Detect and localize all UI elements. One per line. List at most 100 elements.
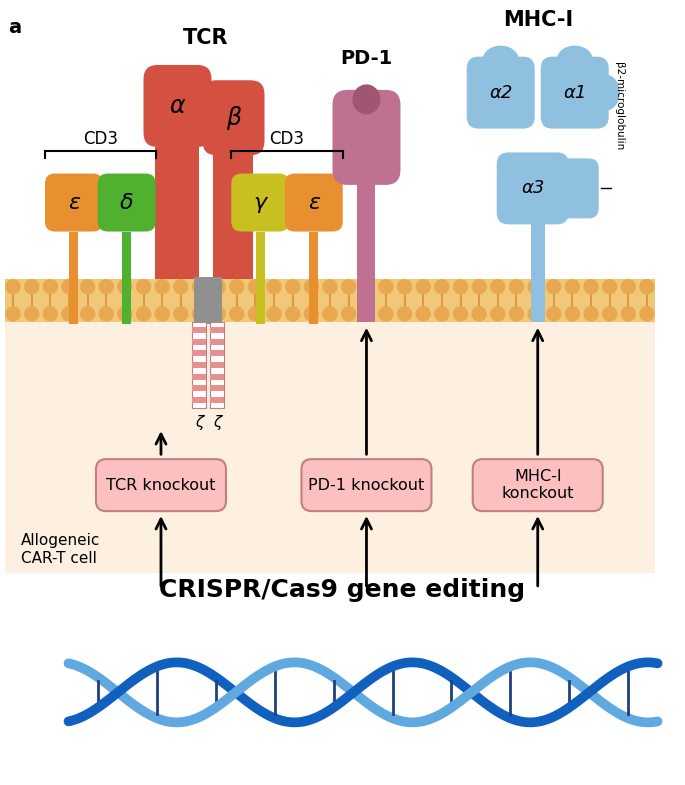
Circle shape <box>6 279 20 294</box>
Ellipse shape <box>483 46 519 74</box>
Circle shape <box>249 307 262 321</box>
Circle shape <box>360 279 374 294</box>
Bar <box>256 232 265 324</box>
Bar <box>5 279 655 322</box>
Circle shape <box>603 307 616 321</box>
Circle shape <box>99 307 113 321</box>
Text: ε: ε <box>68 192 80 213</box>
Circle shape <box>397 279 412 294</box>
Circle shape <box>25 307 38 321</box>
Bar <box>214 152 253 279</box>
Bar <box>358 184 375 279</box>
Circle shape <box>416 279 430 294</box>
Bar <box>531 225 545 322</box>
Circle shape <box>323 279 337 294</box>
Text: MHC-I
konckout: MHC-I konckout <box>501 469 574 502</box>
Bar <box>358 279 375 322</box>
FancyBboxPatch shape <box>551 159 599 218</box>
Bar <box>210 385 225 392</box>
FancyBboxPatch shape <box>143 65 212 147</box>
Circle shape <box>99 279 113 294</box>
Circle shape <box>565 279 580 294</box>
Ellipse shape <box>592 75 620 111</box>
Circle shape <box>565 307 580 321</box>
Bar <box>195 276 223 324</box>
Circle shape <box>211 279 225 294</box>
Bar <box>5 322 655 573</box>
Circle shape <box>155 279 169 294</box>
Circle shape <box>453 279 468 294</box>
Text: β2-microglobulin: β2-microglobulin <box>614 62 624 150</box>
Text: CD3: CD3 <box>269 130 305 148</box>
Text: PD-1: PD-1 <box>340 49 393 68</box>
Circle shape <box>211 307 225 321</box>
Circle shape <box>62 307 76 321</box>
Bar <box>69 232 79 324</box>
Circle shape <box>360 307 374 321</box>
Circle shape <box>229 279 244 294</box>
Circle shape <box>342 307 356 321</box>
Text: γ: γ <box>253 192 267 213</box>
FancyBboxPatch shape <box>98 173 155 232</box>
Bar <box>192 374 206 380</box>
Text: ζ: ζ <box>213 414 222 429</box>
Circle shape <box>136 307 151 321</box>
Circle shape <box>192 307 206 321</box>
Circle shape <box>267 307 281 321</box>
Circle shape <box>435 307 449 321</box>
Circle shape <box>472 279 486 294</box>
Circle shape <box>547 307 561 321</box>
Circle shape <box>6 307 20 321</box>
Circle shape <box>342 279 356 294</box>
Circle shape <box>453 307 468 321</box>
FancyBboxPatch shape <box>473 459 603 511</box>
Circle shape <box>286 307 300 321</box>
Circle shape <box>379 279 393 294</box>
Bar <box>192 385 206 392</box>
Ellipse shape <box>353 84 380 115</box>
Text: α2: α2 <box>489 84 512 101</box>
FancyBboxPatch shape <box>497 152 569 225</box>
Circle shape <box>640 307 654 321</box>
Bar <box>192 322 206 408</box>
Bar <box>192 327 206 333</box>
Circle shape <box>136 279 151 294</box>
FancyBboxPatch shape <box>232 173 289 232</box>
Circle shape <box>249 279 262 294</box>
FancyBboxPatch shape <box>332 89 401 185</box>
Circle shape <box>584 307 598 321</box>
Circle shape <box>510 279 523 294</box>
Circle shape <box>304 307 319 321</box>
Bar <box>210 397 225 403</box>
Text: a: a <box>8 18 21 37</box>
Circle shape <box>155 307 169 321</box>
Circle shape <box>192 279 206 294</box>
FancyBboxPatch shape <box>45 173 103 232</box>
Circle shape <box>528 279 542 294</box>
Text: PD-1 knockout: PD-1 knockout <box>308 477 425 493</box>
Circle shape <box>397 307 412 321</box>
Circle shape <box>267 279 281 294</box>
Bar <box>210 350 225 356</box>
Circle shape <box>174 307 188 321</box>
Circle shape <box>43 307 58 321</box>
Circle shape <box>62 279 76 294</box>
Bar <box>192 350 206 356</box>
Circle shape <box>547 279 561 294</box>
Text: TCR: TCR <box>183 27 228 48</box>
Bar <box>192 362 206 368</box>
Text: β: β <box>226 106 241 130</box>
Circle shape <box>81 307 95 321</box>
Bar <box>210 322 225 408</box>
Bar <box>309 232 319 324</box>
Circle shape <box>528 307 542 321</box>
Text: α3: α3 <box>521 180 545 197</box>
Text: δ: δ <box>120 192 134 213</box>
Circle shape <box>621 279 636 294</box>
Bar <box>155 147 199 279</box>
Circle shape <box>491 279 505 294</box>
FancyBboxPatch shape <box>96 459 226 511</box>
Circle shape <box>491 307 505 321</box>
Circle shape <box>472 307 486 321</box>
Text: CD3: CD3 <box>83 130 118 148</box>
